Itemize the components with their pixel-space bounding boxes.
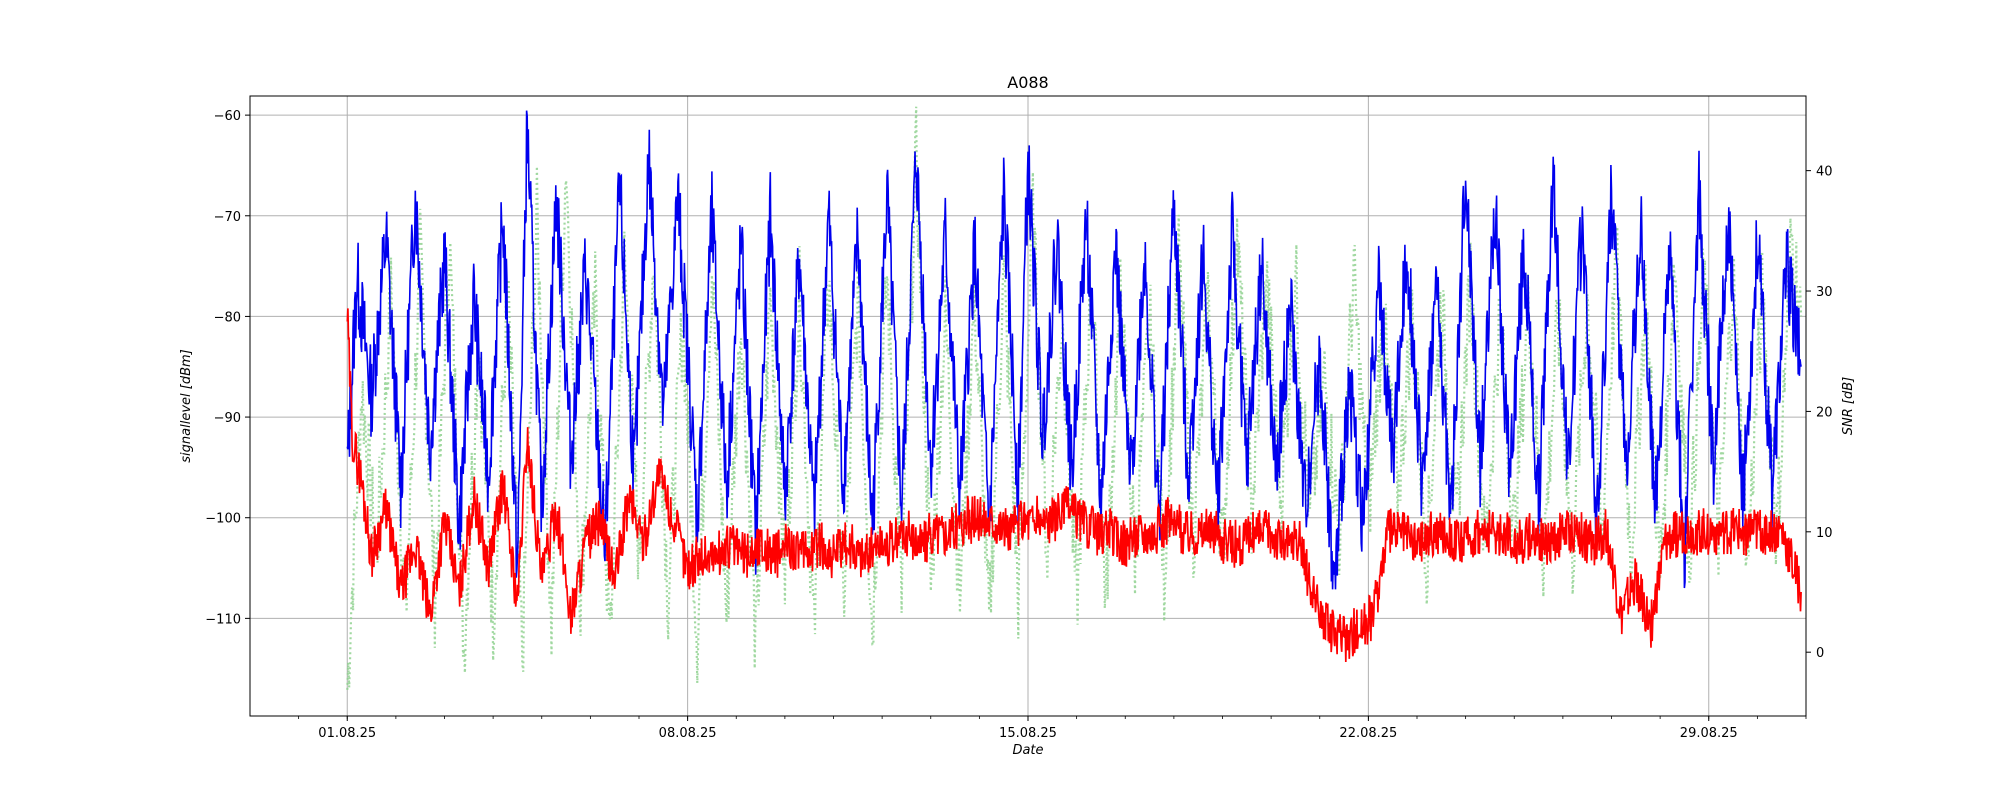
- x-tick-label: 08.08.25: [659, 726, 717, 741]
- y-left-tick-label: −70: [214, 210, 241, 225]
- x-tick-label: 01.08.25: [318, 726, 376, 741]
- ticks: 01.08.25 08.08.25 15.08.25 22.08.25 29.08.25…: [205, 109, 1832, 741]
- y-left-tick-label: −110: [205, 612, 241, 627]
- x-tick-label: 22.08.25: [1339, 726, 1397, 741]
- series-snr-line: [346, 308, 1802, 663]
- y-left-tick-label: −90: [214, 411, 241, 426]
- y-right-tick-label: 40: [1816, 165, 1833, 180]
- y-left-tick-label: −100: [205, 512, 241, 527]
- y-right-tick-label: 20: [1816, 405, 1833, 420]
- x-axis-title: Date: [1012, 743, 1043, 758]
- y-right-tick-label: 30: [1816, 285, 1833, 300]
- y-axis-right-title: SNR [dB]: [1841, 377, 1856, 435]
- x-tick-label: 29.08.25: [1680, 726, 1738, 741]
- chart-title: A088: [1007, 73, 1048, 92]
- y-left-tick-label: −80: [214, 310, 241, 325]
- x-tick-label: 15.08.25: [999, 726, 1057, 741]
- series-signallevel-line: [346, 110, 1802, 590]
- y-left-tick-label: −60: [214, 109, 241, 124]
- series-dotted-line: [346, 106, 1803, 690]
- y-right-tick-label: 0: [1816, 646, 1824, 661]
- series-layer: [346, 106, 1803, 690]
- y-axis-left-title: signallevel [dBm]: [179, 349, 194, 462]
- y-right-tick-label: 10: [1816, 526, 1833, 541]
